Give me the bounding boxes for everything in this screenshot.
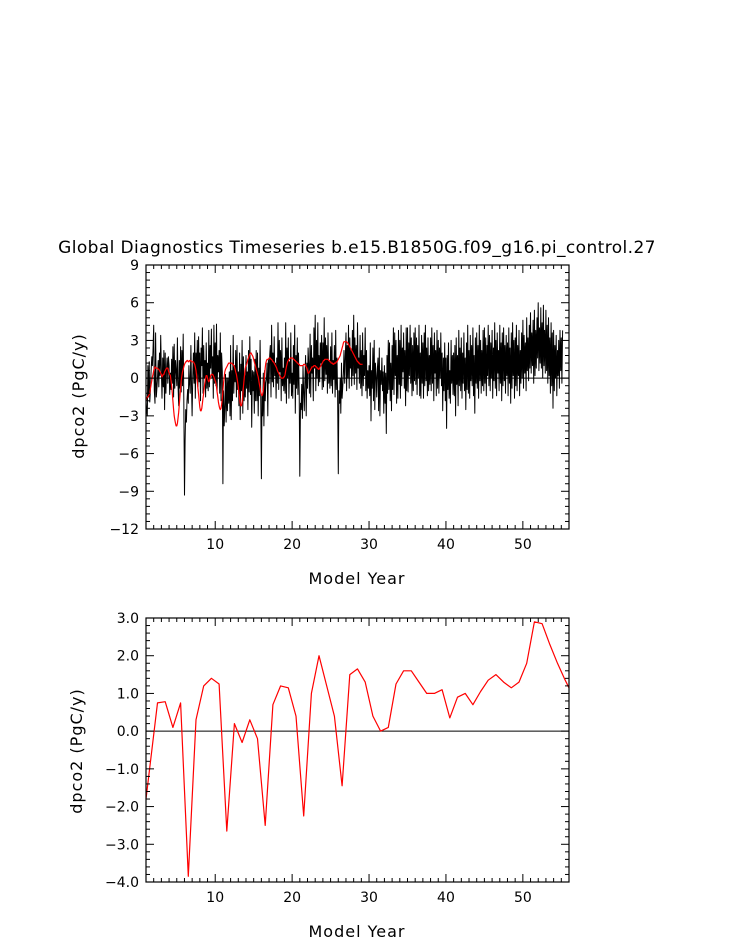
- bottom-chart-xtick-label: 40: [437, 890, 455, 906]
- top-chart-series-monthly: [145, 302, 564, 496]
- top-chart-panel: 10 20 30 40 50 −12 −9 −6 −3 0 3 6 9 Model Year dpco2…: [69, 258, 570, 588]
- top-chart-xtick-label: 40: [437, 537, 455, 553]
- bottom-chart-ylabel: dpco2 (PgC/y): [67, 688, 86, 813]
- bottom-chart-series: [145, 621, 570, 877]
- bottom-chart-ytick-label: 2.0: [117, 649, 139, 665]
- top-chart-ytick-label: 9: [130, 258, 139, 274]
- bottom-chart-ytick-label: 1.0: [117, 686, 139, 702]
- top-chart-frame: [145, 264, 570, 530]
- bottom-chart-xtick-label: 50: [514, 890, 532, 906]
- top-chart-xtick-label: 50: [514, 537, 532, 553]
- top-chart-ytick-label: 3: [130, 333, 139, 349]
- top-chart-xlabel: Model Year: [309, 569, 406, 588]
- bottom-chart-ytick-label: −3.0: [105, 837, 139, 853]
- bottom-chart-xtick-label: 10: [206, 890, 224, 906]
- bottom-chart-frame: [145, 617, 570, 883]
- top-chart-axes: 10 20 30 40 50 −12 −9 −6 −3 0 3 6 9: [109, 258, 570, 553]
- bottom-chart-series-annual-mean: [145, 621, 570, 877]
- top-chart-ytick-label: 0: [130, 371, 139, 387]
- top-chart-ytick-label: −6: [118, 447, 139, 463]
- top-chart-ytick-label: −12: [109, 522, 139, 538]
- bottom-chart-axes: 10 20 30 40 50 −4.0 −3.0 −2.0 −1.0 0.0 1.0 2.0 3.0: [105, 611, 570, 906]
- bottom-chart-ytick-label: 3.0: [117, 611, 139, 627]
- top-chart-ytick-label: 6: [130, 296, 139, 312]
- top-chart-ytick-label: −9: [118, 484, 139, 500]
- top-chart-xtick-label: 20: [283, 537, 301, 553]
- top-chart-ytick-label: −3: [118, 409, 139, 425]
- top-chart-series: [145, 302, 564, 496]
- bottom-chart-ytick-label: −1.0: [105, 762, 139, 778]
- bottom-chart-panel: 10 20 30 40 50 −4.0 −3.0 −2.0 −1.0 0.0 1.0 2.0 3.0 M…: [67, 611, 570, 941]
- bottom-chart-ytick-label: −4.0: [105, 875, 139, 891]
- top-chart-xtick-label: 30: [360, 537, 378, 553]
- bottom-chart-xtick-label: 20: [283, 890, 301, 906]
- figure-title: Global Diagnostics Timeseries b.e15.B185…: [58, 238, 656, 258]
- bottom-chart-xlabel: Model Year: [309, 922, 406, 941]
- bottom-chart-xtick-label: 30: [360, 890, 378, 906]
- top-chart-xtick-label: 10: [206, 537, 224, 553]
- bottom-chart-ytick-label: −2.0: [105, 800, 139, 816]
- top-chart-series-annual: [145, 341, 363, 427]
- bottom-chart-ytick-label: 0.0: [117, 724, 139, 740]
- top-chart-ylabel: dpco2 (PgC/y): [69, 333, 88, 458]
